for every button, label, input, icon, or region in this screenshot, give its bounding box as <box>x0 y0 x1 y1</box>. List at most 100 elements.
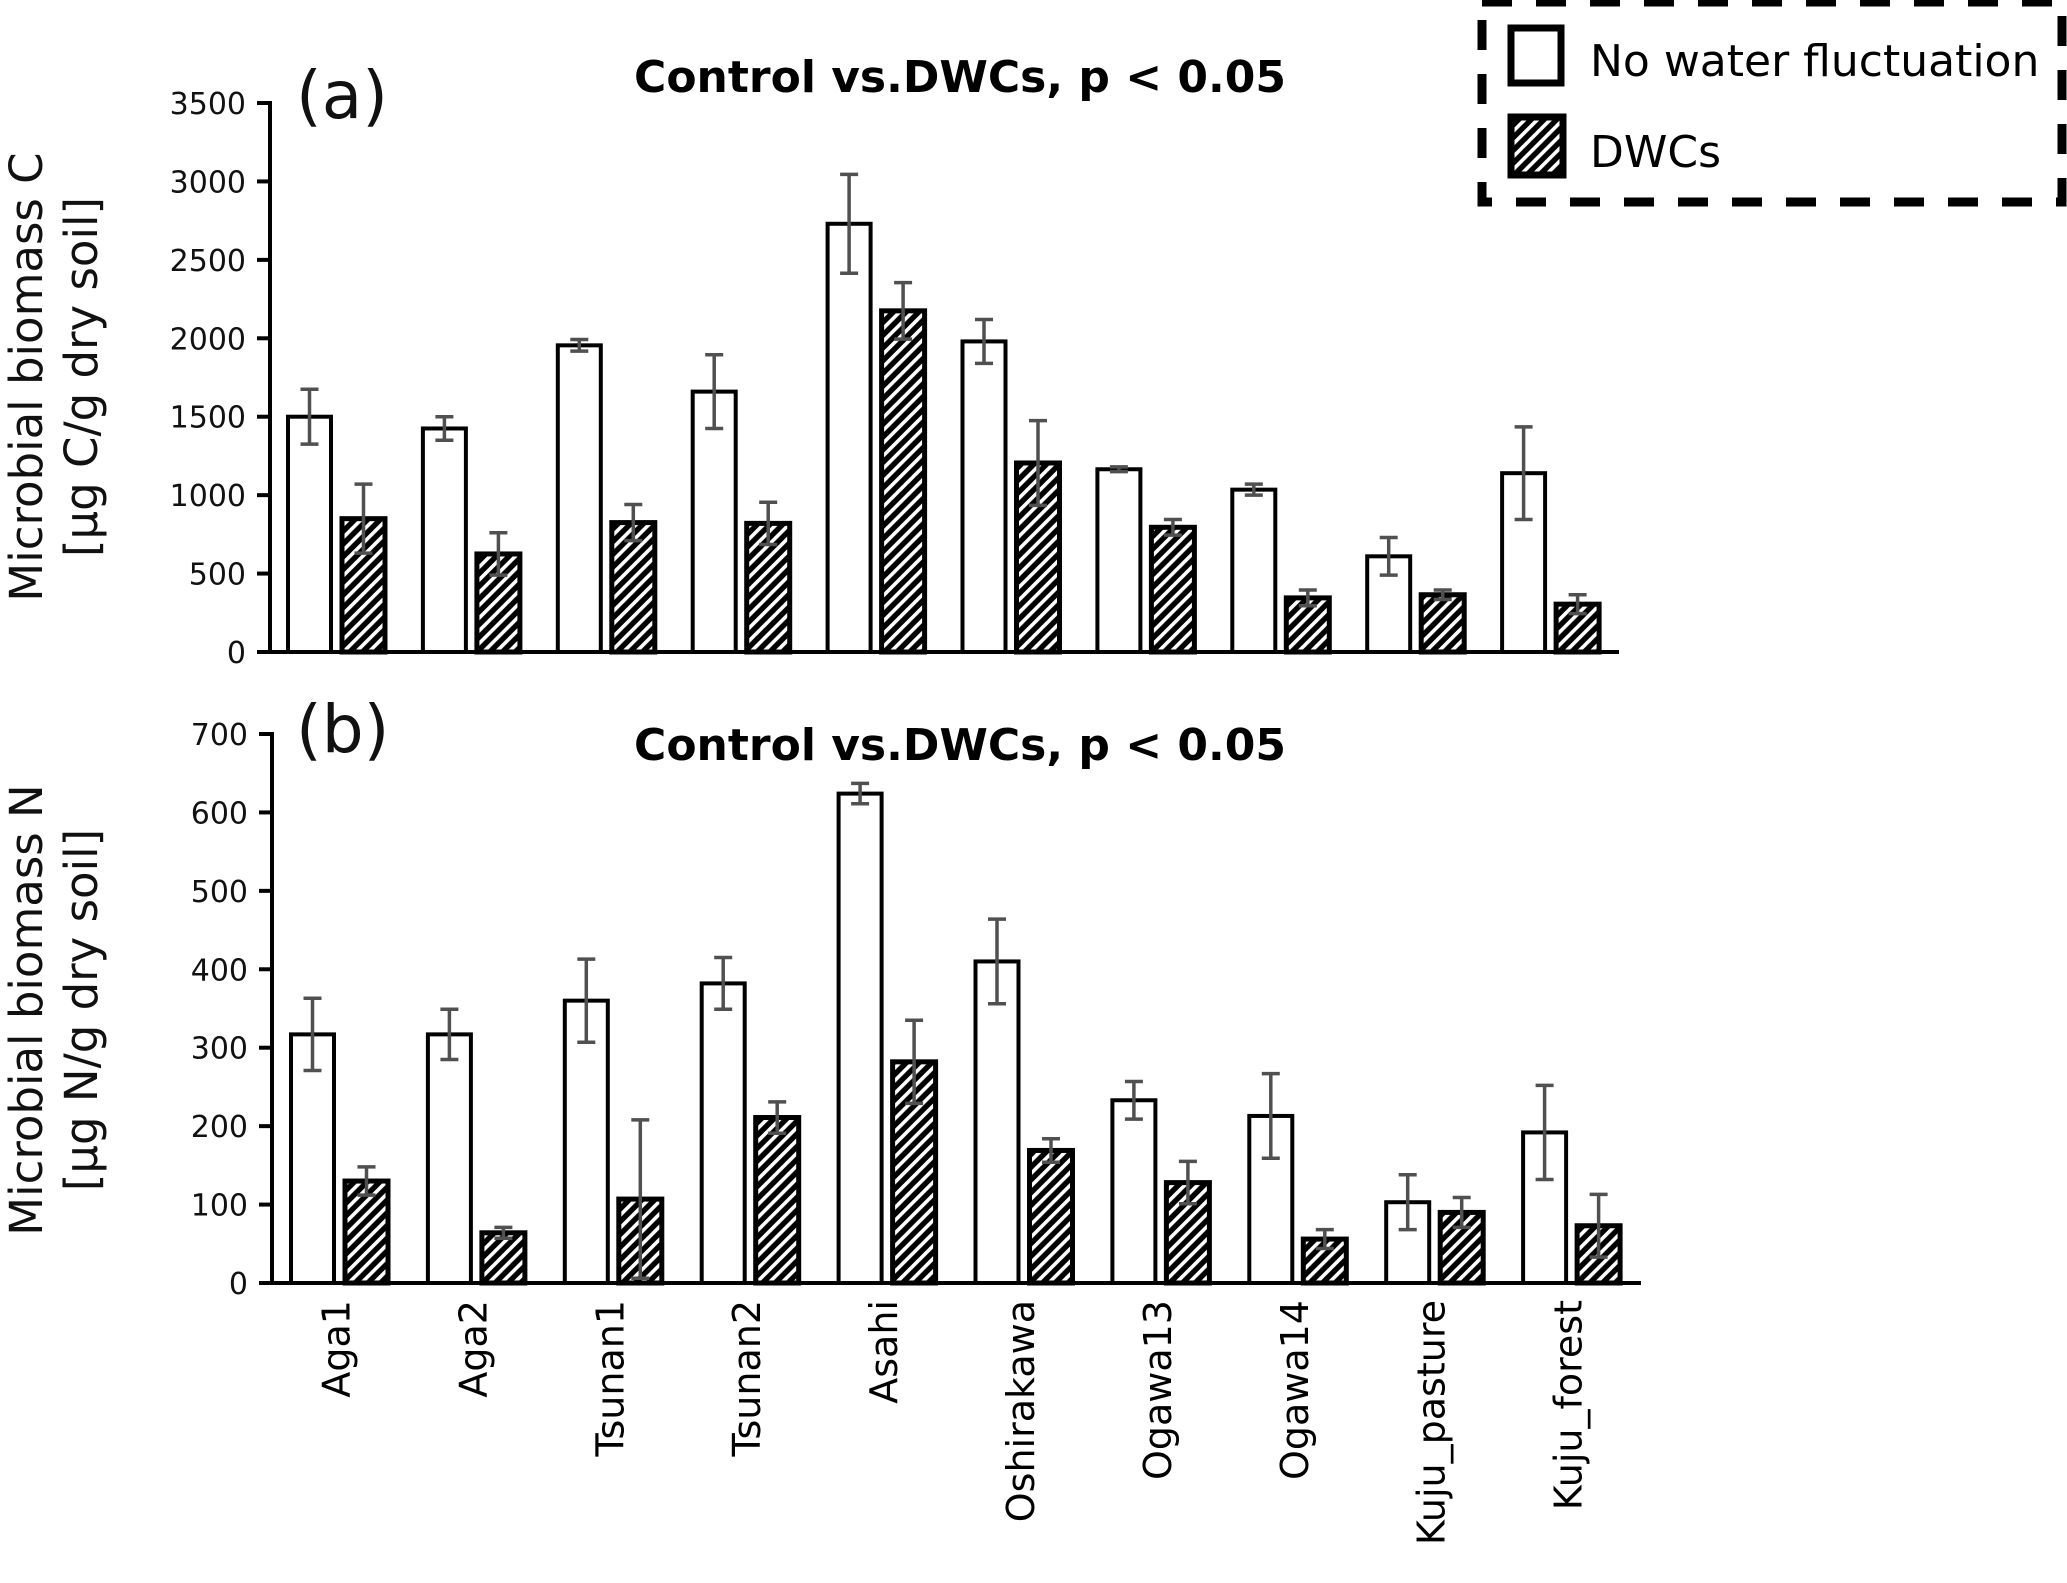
legend-border <box>1477 0 2067 207</box>
bar-dwcs <box>1418 592 1467 655</box>
bar-group-tsunan2 <box>699 955 802 1286</box>
panel-a-label: (a) <box>296 57 388 134</box>
x-category-label: Aga2 <box>451 1300 495 1398</box>
bar-no-water-fluctuation <box>699 981 747 1285</box>
y-tick-label: 3000 <box>170 165 246 200</box>
error-bar <box>1433 588 1452 602</box>
bar-group-ogawa13 <box>1095 465 1197 655</box>
y-tick-label: 600 <box>191 796 248 831</box>
legend: No water fluctuation DWCs <box>1477 0 2067 207</box>
panel-a-ylabel-line1: Microbial biomass C <box>0 152 53 601</box>
x-category-label: Aga1 <box>314 1300 358 1398</box>
error-bar <box>303 996 322 1073</box>
legend-swatch-hatched <box>1507 113 1567 179</box>
bar-no-water-fluctuation <box>825 221 873 654</box>
error-bar <box>1535 1083 1554 1182</box>
error-bar <box>1029 418 1047 508</box>
bar-group-aga1 <box>289 996 391 1286</box>
error-bar <box>1244 482 1263 497</box>
x-category-label: Ogawa14 <box>1273 1300 1317 1480</box>
legend-item-no-water-fluctuation: No water fluctuation <box>1507 24 2039 87</box>
y-tick-label: 0 <box>227 636 246 671</box>
bar-no-water-fluctuation <box>555 343 603 654</box>
error-bar <box>768 1100 787 1135</box>
bar-no-water-fluctuation <box>836 791 884 1285</box>
x-category-label: Tsunan1 <box>588 1300 632 1457</box>
bar-group-tsunan1 <box>555 337 658 655</box>
x-category-label: Kuju_pasture <box>1410 1300 1454 1545</box>
bar-group-asahi <box>825 172 928 655</box>
x-category-label: Oshirakawa <box>999 1300 1043 1522</box>
error-bar <box>1514 425 1533 522</box>
bar-group-oshirakawa <box>973 917 1075 1286</box>
error-bar <box>1398 1173 1417 1232</box>
bar-group-tsunan2 <box>690 353 793 655</box>
error-bar <box>1568 592 1587 616</box>
error-bar <box>440 1007 459 1062</box>
bar-group-oshirakawa <box>960 317 1062 655</box>
panel-b-ylabel-line1: Microbial biomass N <box>0 784 53 1235</box>
error-bar <box>624 502 643 543</box>
error-bar <box>577 957 596 1044</box>
error-bar <box>494 1225 513 1241</box>
panel-a-ylabel-line2: [µg C/g dry soil] <box>55 197 108 557</box>
y-tick-label: 400 <box>191 953 248 988</box>
bar-no-water-fluctuation <box>420 426 468 654</box>
y-tick-label: 2500 <box>170 244 246 279</box>
error-bar <box>988 917 1006 1006</box>
bar-no-water-fluctuation <box>425 1032 473 1286</box>
bar-group-kuju-forest <box>1500 425 1602 655</box>
error-bar <box>1163 517 1182 537</box>
error-bar <box>570 337 589 353</box>
panel-b-title: Control vs.DWCs, p < 0.05 <box>634 720 1286 771</box>
bar-no-water-fluctuation <box>960 339 1008 654</box>
bar-group-asahi <box>836 781 939 1286</box>
error-bar <box>1261 1071 1280 1161</box>
bar-no-water-fluctuation <box>1095 467 1143 654</box>
panel-b: (b) Control vs.DWCs, p < 0.05 Microbial … <box>0 691 1641 1545</box>
error-bar <box>1452 1195 1471 1230</box>
y-tick-label: 500 <box>189 558 246 593</box>
legend-item-dwcs: DWCs <box>1507 113 1721 179</box>
panel-a-title: Control vs.DWCs, p < 0.05 <box>634 52 1286 103</box>
error-bar <box>1109 465 1128 474</box>
error-bar <box>905 1018 924 1106</box>
bar-no-water-fluctuation <box>286 414 333 655</box>
error-bar <box>705 353 724 431</box>
error-bar <box>759 500 778 547</box>
panel-a: (a) Control vs.DWCs, p < 0.05 Microbial … <box>0 52 1619 671</box>
category-labels: Aga1 Aga2 Tsunan1 Tsunan2 Asahi Oshirakawa Oga… <box>314 1300 1590 1545</box>
bar-group-aga2 <box>420 414 523 655</box>
panel-b-bars <box>289 781 1623 1286</box>
bar-group-kuju-pasture <box>1384 1173 1486 1286</box>
x-category-label: Asahi <box>862 1300 906 1404</box>
error-bar <box>489 531 508 577</box>
panel-a-bars <box>286 172 1602 655</box>
error-bar <box>840 172 859 275</box>
y-tick-label: 1000 <box>170 479 246 514</box>
error-bar <box>975 317 993 366</box>
legend-swatch-open <box>1507 24 1565 87</box>
y-tick-label: 100 <box>191 1189 248 1224</box>
y-tick-label: 1500 <box>170 401 246 436</box>
y-tick-label: 700 <box>191 718 248 753</box>
error-bar <box>714 955 733 1012</box>
error-bar <box>300 387 319 446</box>
y-tick-label: 300 <box>191 1032 248 1067</box>
x-category-label: Ogawa13 <box>1136 1300 1180 1480</box>
y-tick-label: 500 <box>191 875 248 910</box>
error-bar <box>1315 1227 1334 1251</box>
panel-b-ylabel-line2: [µg N/g dry soil] <box>55 829 108 1191</box>
error-bar <box>1042 1136 1060 1164</box>
panel-a-y-ticks: 0 500 1000 1500 2000 2500 3000 3500 <box>170 87 270 671</box>
error-bar <box>851 781 870 806</box>
bar-dwcs <box>879 308 928 655</box>
bar-dwcs <box>1027 1147 1075 1286</box>
legend-label: No water fluctuation <box>1590 36 2039 87</box>
bar-no-water-fluctuation <box>690 389 738 654</box>
bar-dwcs <box>479 1230 528 1286</box>
bar-group-ogawa13 <box>1110 1079 1212 1286</box>
bar-group-ogawa14 <box>1230 482 1332 655</box>
error-bar <box>1124 1079 1143 1121</box>
